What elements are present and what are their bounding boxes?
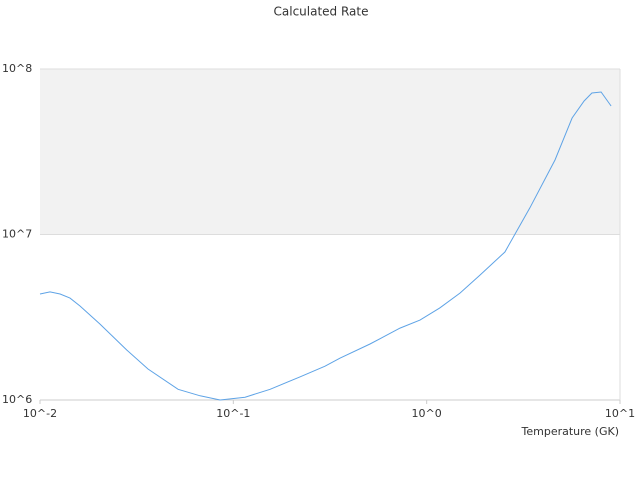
y-tick-label: 10^8 bbox=[2, 62, 32, 75]
chart-title: Calculated Rate bbox=[274, 5, 369, 19]
x-tick-label: 10^-2 bbox=[23, 407, 57, 420]
x-tick-label: 10^1 bbox=[605, 407, 635, 420]
x-tick-label: 10^-1 bbox=[216, 407, 250, 420]
x-tick-label: 10^0 bbox=[412, 407, 442, 420]
data-line bbox=[39, 91, 612, 401]
y-tick-label: 10^6 bbox=[2, 393, 32, 406]
grid-band bbox=[40, 69, 620, 235]
x-axis-label: Temperature (GK) bbox=[521, 425, 620, 438]
y-tick-label: 10^7 bbox=[2, 228, 32, 241]
